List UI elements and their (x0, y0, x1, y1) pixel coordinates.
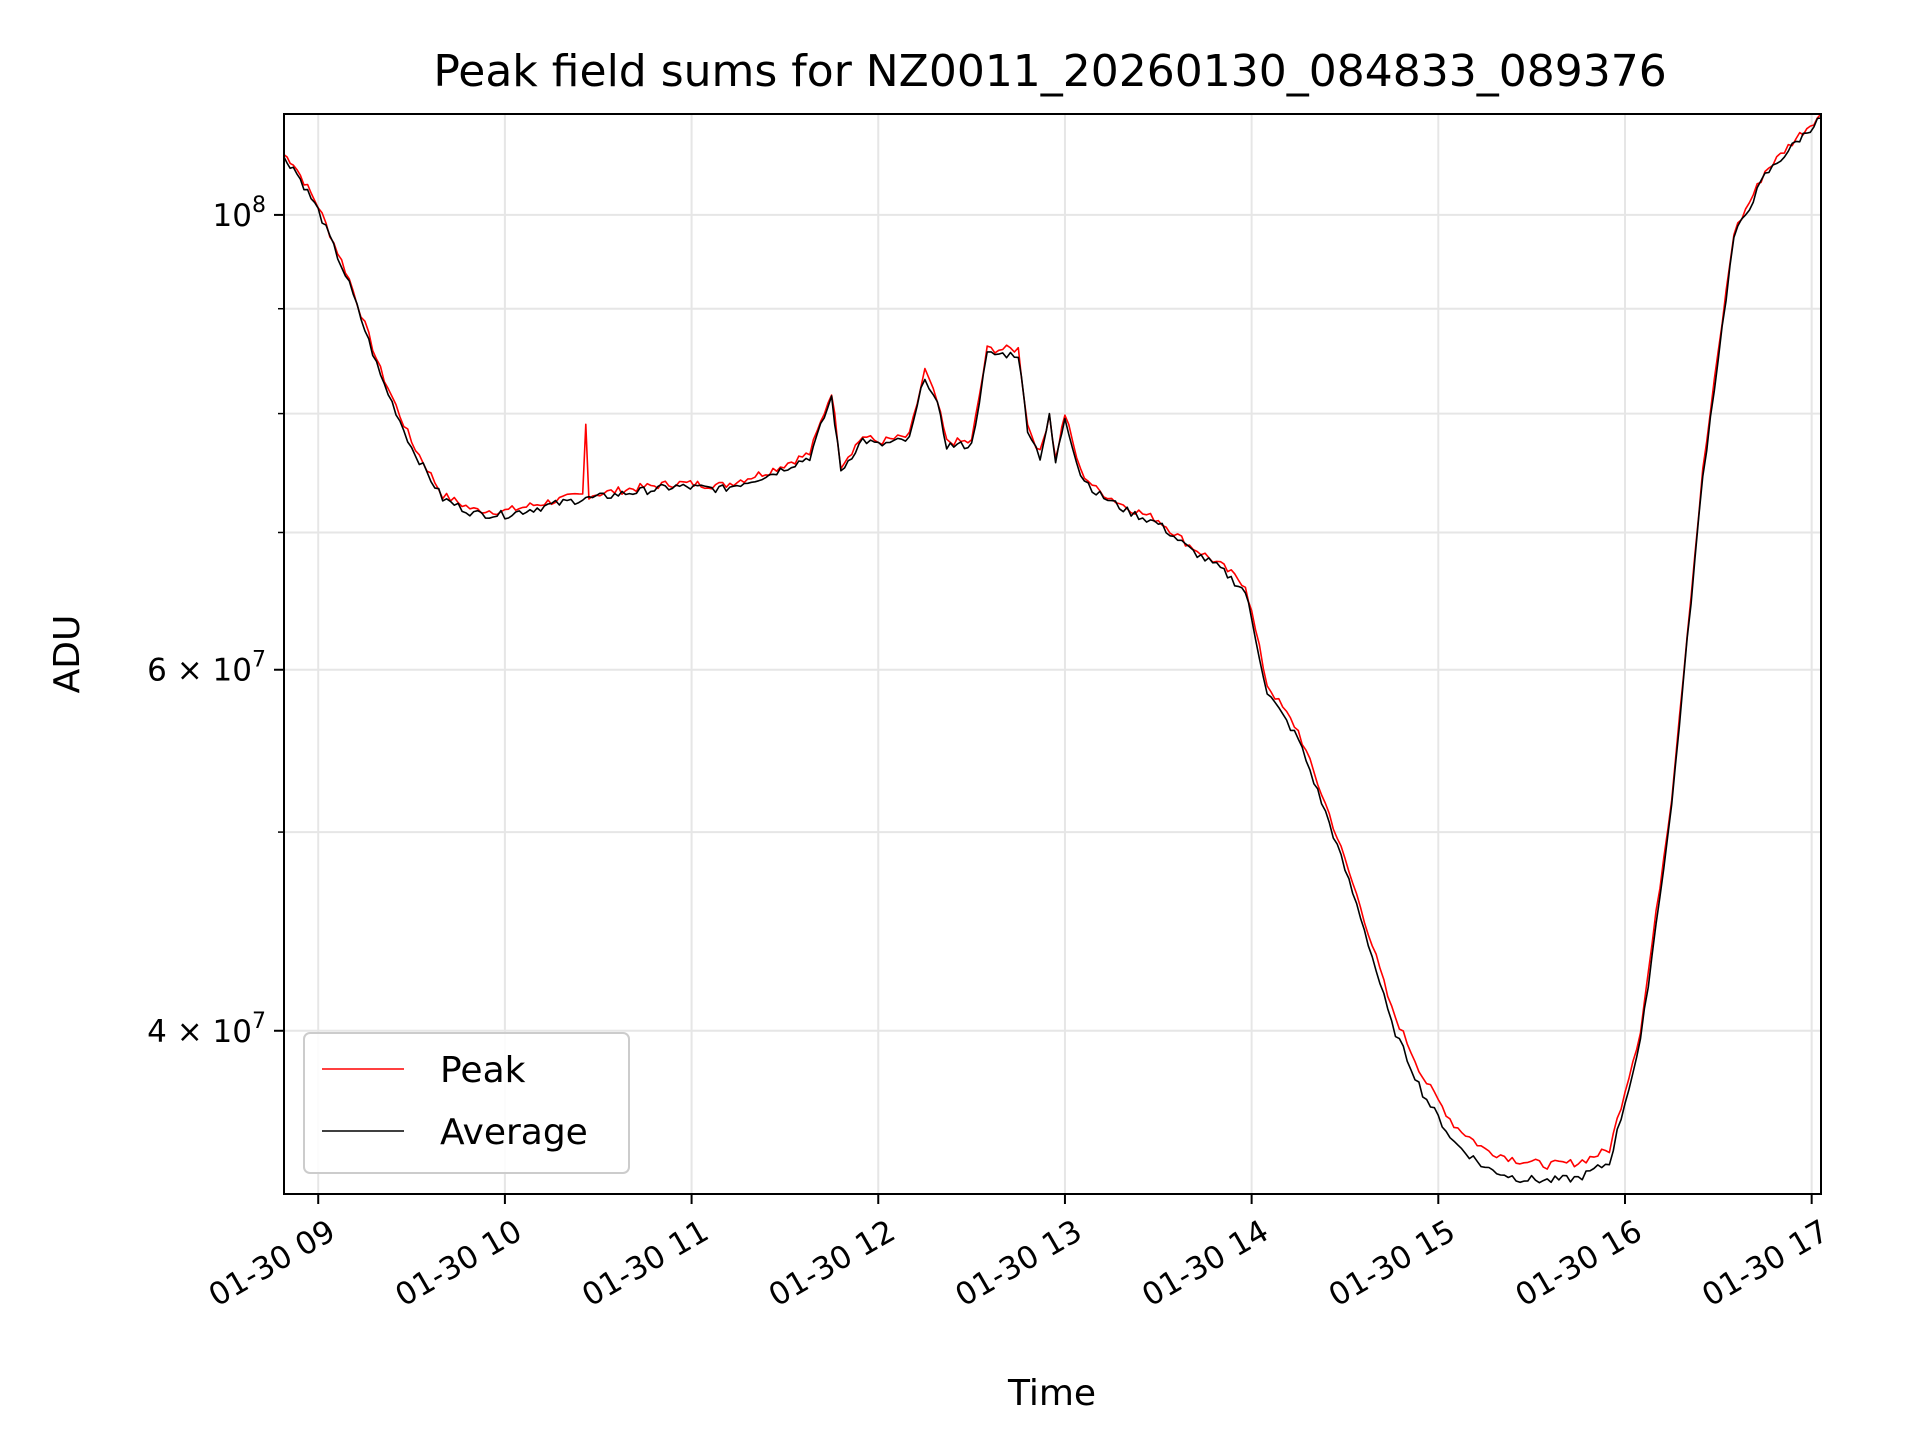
series-line-peak (284, 114, 1821, 1170)
plot-frame (283, 113, 1822, 1195)
legend-label-peak: Peak (440, 1050, 526, 1091)
series-group (284, 114, 1821, 1184)
y-tick-label: 6 × 107 (147, 648, 266, 689)
legend: Peak Average (303, 1032, 630, 1174)
y-tick-label: 4 × 107 (147, 1009, 266, 1050)
legend-box (303, 1032, 630, 1174)
grid-lines (284, 114, 1821, 1194)
y-axis-label: ADU (47, 615, 88, 694)
y-tick-label: 108 (213, 193, 266, 234)
legend-label-average: Average (440, 1112, 588, 1153)
series-line-average (284, 117, 1821, 1184)
chart-title: Peak field sums for NZ0011_20260130_0848… (433, 46, 1666, 97)
y-axis-ticks: 4 × 107 6 × 107 108 (147, 193, 284, 1050)
x-axis-label: Time (1007, 1373, 1096, 1414)
